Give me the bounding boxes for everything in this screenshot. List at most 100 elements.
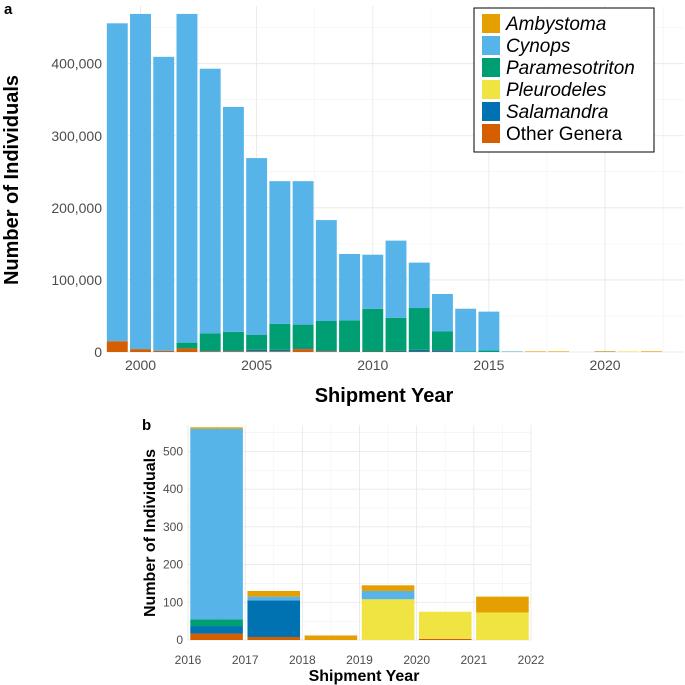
- panel-a-bar-2004-cynops: [222, 106, 244, 332]
- panel-a-bar-2007-cynops: [292, 181, 314, 325]
- panel-b-bar-2021-ambystoma: [476, 596, 529, 613]
- panel-a-y-axis-title: Number of Individuals: [1, 75, 23, 285]
- panel-a-y-tick-label: 100,000: [51, 272, 102, 288]
- panel-a-bar-2016-cynops: [501, 351, 523, 352]
- panel-a-bar-2008-cynops: [315, 220, 337, 322]
- panel-b-y-axis-title: Number of Individuals: [142, 449, 159, 617]
- panel-a-bar-2009-salamandra: [339, 351, 360, 352]
- legend-swatch-pleurodeles: [482, 80, 500, 99]
- panel-a-bar-2005-cynops: [246, 158, 268, 335]
- panel-b-x-tick-label: 2018: [289, 653, 316, 667]
- panel-a-bar-2006-paramesotriton: [269, 323, 291, 350]
- panel-a-bar-2012-paramesotriton: [408, 308, 430, 350]
- panel-a-bar-2011-cynops: [385, 240, 407, 318]
- panel-a-x-tick-label: 2000: [125, 357, 156, 373]
- panel-a-bar-2001-cynops: [153, 56, 175, 351]
- panel-b-bar-2019-pleurodeles: [361, 599, 415, 640]
- panel-a-bar-2022-ambystoma: [641, 351, 662, 352]
- panel-a-bar-2010-paramesotriton: [362, 308, 384, 352]
- panel-b-bar-2016-other-genera: [190, 633, 243, 640]
- panel-b-y-tick-label: 100: [163, 595, 183, 609]
- panel-a-bar-2008-other-genera: [315, 351, 337, 352]
- panel-a-bar-2005-paramesotriton: [246, 334, 268, 350]
- panel-a-bar-2003-paramesotriton: [199, 333, 221, 351]
- panel-b-bar-2020-other-genera: [418, 638, 472, 640]
- panel-a-bar-2013-salamandra: [432, 350, 453, 352]
- panel-b-x-tick-label: 2021: [460, 653, 487, 667]
- panel-a-y-tick-label: 400,000: [51, 56, 102, 72]
- panel-a-bar-2010-salamandra: [362, 351, 384, 352]
- panel-b-bar-2017-other-genera: [247, 636, 301, 640]
- panel-b-y-tick-label: 0: [176, 633, 183, 647]
- panel-a-bar-2008-paramesotriton: [315, 321, 337, 351]
- panel-a-bar-2015-paramesotriton: [478, 350, 500, 352]
- panel-a-bar-2010-cynops: [362, 254, 384, 309]
- panel-b-x-tick-label: 2022: [518, 653, 545, 667]
- panel-a-bar-2000-cynops: [130, 13, 151, 350]
- panel-a-bar-2003-salamandra: [199, 350, 221, 352]
- panel-b-y-tick-label: 300: [163, 520, 183, 534]
- panel-a-bar-2021-pleurodeles: [617, 351, 639, 352]
- panel-a-bar-2004-other-genera: [222, 351, 244, 352]
- panel-a-x-tick-label: 2015: [473, 357, 504, 373]
- panel-b-x-tick-label: 2019: [346, 653, 373, 667]
- legend-swatch-other-genera: [482, 124, 500, 143]
- panel-a-bar-2001-other-genera: [153, 350, 175, 352]
- legend-label-ambystoma: Ambystoma: [505, 14, 606, 35]
- panel-a-bar-2008-salamandra: [315, 350, 337, 352]
- panel-a-bar-2004-salamandra: [222, 350, 244, 352]
- panel-a-bar-2017-ambystoma: [524, 351, 546, 352]
- legend-label-paramesotriton: Paramesotriton: [506, 58, 635, 79]
- panel-a-bar-2002-other-genera: [176, 348, 198, 352]
- panel-b-x-tick-label: 2017: [232, 653, 259, 667]
- panel-a-bar-2005-salamandra: [246, 349, 268, 352]
- panel-a-bar-2009-other-genera: [339, 351, 360, 352]
- panel-b-bar-2021-pleurodeles: [476, 612, 529, 640]
- panel-b-letter: b: [142, 417, 151, 434]
- legend-label-salamandra: Salamandra: [506, 102, 608, 123]
- panel-a-bar-2010-other-genera: [362, 351, 384, 352]
- panel-a-bar-2002-cynops: [176, 13, 198, 343]
- panel-a-bar-2015-cynops: [478, 311, 500, 351]
- panel-a-bar-2005-other-genera: [246, 351, 268, 352]
- panel-b-y-tick-label: 500: [163, 444, 183, 458]
- legend-box: [473, 7, 655, 153]
- panel-a-bar-2012-salamandra: [408, 349, 430, 352]
- panel-a-bar-2011-paramesotriton: [385, 317, 407, 351]
- panel-b-bar-2016-salamandra: [190, 626, 243, 634]
- legend-label-pleurodeles: Pleurodeles: [506, 80, 607, 101]
- panel-a-y-tick-label: 200,000: [51, 200, 102, 216]
- panel-a-bar-2020-ambystoma: [594, 351, 616, 352]
- panel-a-x-tick-label: 2005: [241, 357, 272, 373]
- panel-a-bar-2014-paramesotriton: [455, 351, 477, 352]
- panel-b-bar-2016-ambystoma: [190, 427, 243, 429]
- panel-a-bar-2006-cynops: [269, 181, 291, 324]
- panel-a-bar-2013-other-genera: [432, 351, 453, 352]
- panel-a-y-tick-label: 300,000: [51, 128, 102, 144]
- panel-a-bar-2011-other-genera: [385, 351, 407, 352]
- panel-b-bar-2018-ambystoma: [304, 635, 358, 640]
- panel-b-x-axis-title: Shipment Year: [309, 668, 420, 685]
- panel-a-letter: a: [4, 1, 13, 18]
- panel-b-bar-2019-cynops: [361, 590, 415, 600]
- panel-a-bar-1999-other-genera: [106, 341, 128, 352]
- legend-swatch-salamandra: [482, 102, 500, 121]
- panel-a-bar-2013-paramesotriton: [432, 331, 453, 351]
- panel-a: a 0 100,000 200,000 300,000 400,000 2000 2005…: [1, 1, 684, 407]
- panel-a-x-axis-title: Shipment Year: [315, 385, 454, 407]
- panel-a-bar-2011-salamandra: [385, 350, 407, 352]
- panel-a-bar-1999-cynops: [106, 23, 128, 342]
- panel-b-y-tick-label: 200: [163, 558, 183, 572]
- panel-a-bar-2012-cynops: [408, 262, 430, 309]
- panel-b-y-tick-label: 400: [163, 482, 183, 496]
- panel-b-bar-2020-pleurodeles: [418, 611, 472, 639]
- panel-b: b 0 100 200 300 400 500 2016 2017 2018 2019 2020 2…: [142, 417, 545, 685]
- panel-a-x-tick-label: 2010: [357, 357, 388, 373]
- panel-a-bar-2000-other-genera: [130, 349, 151, 352]
- panel-a-bar-2009-cynops: [339, 253, 360, 321]
- legend-swatch-paramesotriton: [482, 58, 500, 77]
- panel-a-bar-2014-cynops: [455, 308, 477, 352]
- panel-a-bar-2003-cynops: [199, 68, 221, 334]
- panel-b-x-tick-label: 2020: [403, 653, 430, 667]
